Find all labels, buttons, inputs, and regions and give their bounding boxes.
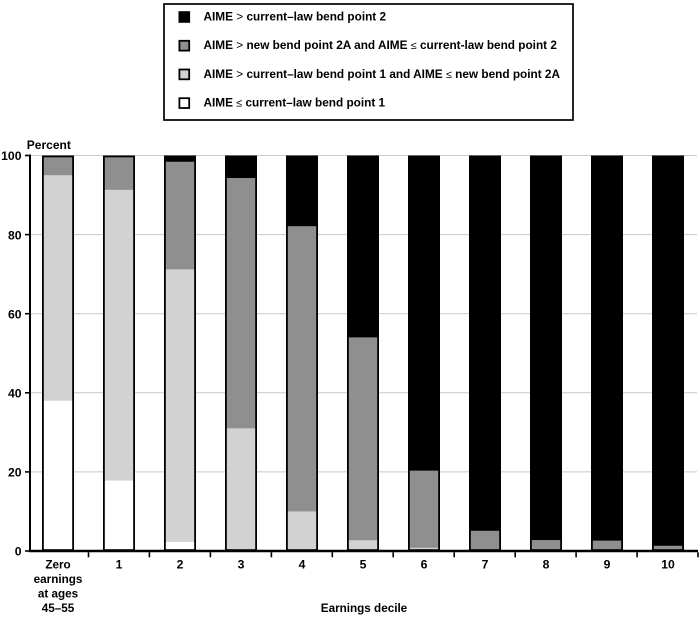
svg-text:Earnings decile: Earnings decile — [321, 602, 408, 615]
svg-text:9: 9 — [604, 558, 611, 572]
svg-text:1: 1 — [116, 558, 123, 572]
svg-text:AIME > current–law bend point: AIME > current–law bend point 2 — [204, 9, 387, 23]
svg-text:8: 8 — [543, 558, 550, 572]
svg-text:45–55: 45–55 — [42, 602, 75, 615]
svg-text:Zero: Zero — [45, 559, 70, 572]
svg-text:0: 0 — [15, 545, 22, 559]
svg-text:80: 80 — [8, 228, 22, 242]
svg-text:6: 6 — [421, 558, 428, 572]
svg-text:7: 7 — [482, 558, 489, 572]
svg-text:100: 100 — [1, 149, 22, 163]
svg-text:AIME ≤ current–law bend point: AIME ≤ current–law bend point 1 — [204, 96, 386, 110]
svg-text:AIME > current–law bend point: AIME > current–law bend point 1 and AIME… — [204, 67, 561, 81]
svg-text:60: 60 — [8, 307, 22, 321]
svg-text:Percent: Percent — [27, 138, 71, 152]
svg-text:at ages: at ages — [38, 587, 79, 600]
svg-text:10: 10 — [661, 558, 675, 572]
svg-text:AIME > new bend point 2A and A: AIME > new bend point 2A and AIME ≤ curr… — [204, 38, 558, 52]
svg-text:4: 4 — [299, 558, 306, 572]
svg-text:earnings: earnings — [34, 573, 83, 586]
svg-text:3: 3 — [238, 558, 245, 572]
svg-text:40: 40 — [8, 387, 22, 401]
svg-text:20: 20 — [8, 466, 22, 480]
svg-text:2: 2 — [177, 558, 184, 572]
svg-text:5: 5 — [360, 558, 367, 572]
